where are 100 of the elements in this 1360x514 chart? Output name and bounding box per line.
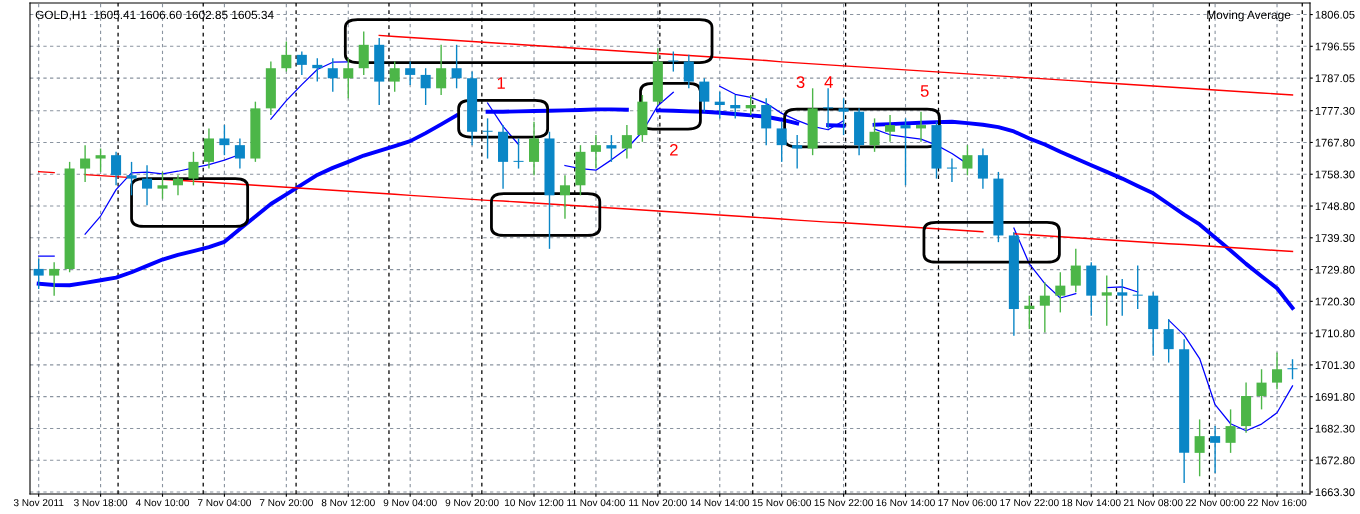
candlestick <box>482 117 493 160</box>
y-tick-label: 1758.30 <box>1315 170 1355 179</box>
candlestick <box>343 57 354 100</box>
y-tick-label: 1682.30 <box>1315 424 1355 433</box>
x-tick-label: 15 Nov 22:00 <box>814 499 873 507</box>
y-tick-label: 1672.80 <box>1315 456 1355 465</box>
y-tick-label: 1777.30 <box>1315 106 1355 115</box>
x-tick-label: 4 Nov 10:00 <box>135 499 190 507</box>
x-tick-label: 22 Nov 16:00 <box>1247 499 1307 507</box>
x-tick-label: 21 Nov 08:00 <box>1123 499 1183 507</box>
text: GOLD,H1 1605.41 1606.60 1602.85 1605.34 <box>35 10 274 21</box>
candlestick <box>869 117 880 153</box>
candlestick <box>141 164 153 207</box>
x-tick-label: 11 Nov 20:00 <box>629 499 687 507</box>
candlestick <box>1055 271 1066 314</box>
candlestick <box>1101 274 1112 327</box>
candlestick <box>80 144 91 183</box>
y-tick-label: 1720.30 <box>1315 297 1355 306</box>
candlestick <box>776 121 787 163</box>
y-tick-label: 1710.80 <box>1315 329 1355 338</box>
candlestick <box>95 147 106 173</box>
candlestick <box>900 117 911 186</box>
y-tick-label: 1701.30 <box>1315 361 1355 370</box>
x-tick-label: 8 Nov 12:00 <box>321 499 375 507</box>
candlestick <box>126 161 137 197</box>
x-tick-label: 7 Nov 20:00 <box>259 499 313 507</box>
y-tick-label: 1767.80 <box>1315 138 1355 147</box>
x-tick-label: 17 Nov 22:00 <box>1000 499 1059 507</box>
annotation: Moving Average <box>1207 10 1291 22</box>
candlestick <box>823 87 834 130</box>
candlestick <box>977 147 988 190</box>
candlestick <box>1039 281 1050 334</box>
candlestick <box>49 261 60 297</box>
candlestick <box>699 77 710 113</box>
candlestick <box>1117 278 1128 317</box>
y-tick-label: 1796.55 <box>1315 42 1355 51</box>
candlestick <box>405 60 416 86</box>
x-tick-label: 7 Nov 04:00 <box>197 499 251 507</box>
candlestick <box>946 157 957 183</box>
annotation: 4 <box>824 76 833 88</box>
candlestick <box>621 124 632 160</box>
y-tick-label: 1787.05 <box>1315 74 1355 83</box>
annotation: 1 <box>497 77 505 89</box>
y-tick-label: 1739.30 <box>1315 234 1355 242</box>
candlestick <box>451 44 462 89</box>
candlestick <box>1225 408 1236 454</box>
annotation: 2 <box>670 143 678 156</box>
y-tick-label: 1663.30 <box>1315 488 1355 497</box>
candlestick <box>761 97 772 146</box>
candlestick <box>33 258 44 290</box>
x-tick-label: 15 Nov 06:00 <box>752 499 812 507</box>
x-tick-label: 3 Nov 18:00 <box>74 499 128 507</box>
x-tick-label: 11 Nov 04:00 <box>567 499 625 507</box>
y-tick-label: 1748.80 <box>1315 202 1355 211</box>
candlestick <box>436 44 447 96</box>
candlestick <box>358 30 369 76</box>
candlestick <box>683 54 694 89</box>
candlestick <box>219 124 230 156</box>
candlestick <box>1194 418 1205 477</box>
candlestick <box>234 137 245 170</box>
x-tick-label: 10 Nov 12:00 <box>505 499 564 507</box>
candlestick <box>172 174 184 197</box>
x-tick-label: 18 Nov 14:00 <box>1062 499 1121 507</box>
candlestick <box>420 67 431 106</box>
candlestick <box>1256 368 1267 411</box>
candlestick <box>296 50 307 76</box>
y-tick-label: 1729.80 <box>1315 265 1355 274</box>
x-tick-label: 14 Nov 14:00 <box>690 499 750 507</box>
candlestick <box>1163 318 1174 364</box>
candlestick <box>885 114 896 143</box>
candlestick <box>327 57 338 93</box>
candlestick <box>528 121 540 176</box>
x-tick-label: 9 Nov 04:00 <box>383 499 437 507</box>
candlestick <box>188 151 199 186</box>
candlestick <box>157 171 168 200</box>
annotation: 3 <box>796 76 805 88</box>
candlestick <box>203 127 214 170</box>
y-tick-label: 1806.05 <box>1315 10 1355 19</box>
line-series <box>378 34 1294 96</box>
y-tick-label: 1691.80 <box>1315 392 1355 401</box>
candlestick <box>281 40 292 73</box>
candlestick <box>962 144 973 176</box>
candlestick <box>513 137 524 170</box>
candlestick <box>1070 248 1081 294</box>
x-tick-label: 17 Nov 06:00 <box>938 499 997 507</box>
candlestick <box>590 134 601 170</box>
candlestick <box>1272 351 1283 391</box>
candlestick <box>389 60 400 93</box>
candlestick <box>1210 425 1221 474</box>
candlestick <box>668 50 679 73</box>
candlestick <box>838 97 849 136</box>
candlestick <box>111 151 122 186</box>
candlestick <box>1132 264 1143 310</box>
candlestick <box>1287 358 1298 380</box>
x-tick-label: 16 Nov 14:00 <box>876 499 935 507</box>
candlestick <box>559 174 570 220</box>
annotation: 5 <box>920 85 929 97</box>
x-tick-label: 22 Nov 00:00 <box>1185 499 1245 507</box>
x-tick-label: 3 Nov 2011 <box>13 499 64 507</box>
x-tick-label: 9 Nov 20:00 <box>445 499 499 507</box>
